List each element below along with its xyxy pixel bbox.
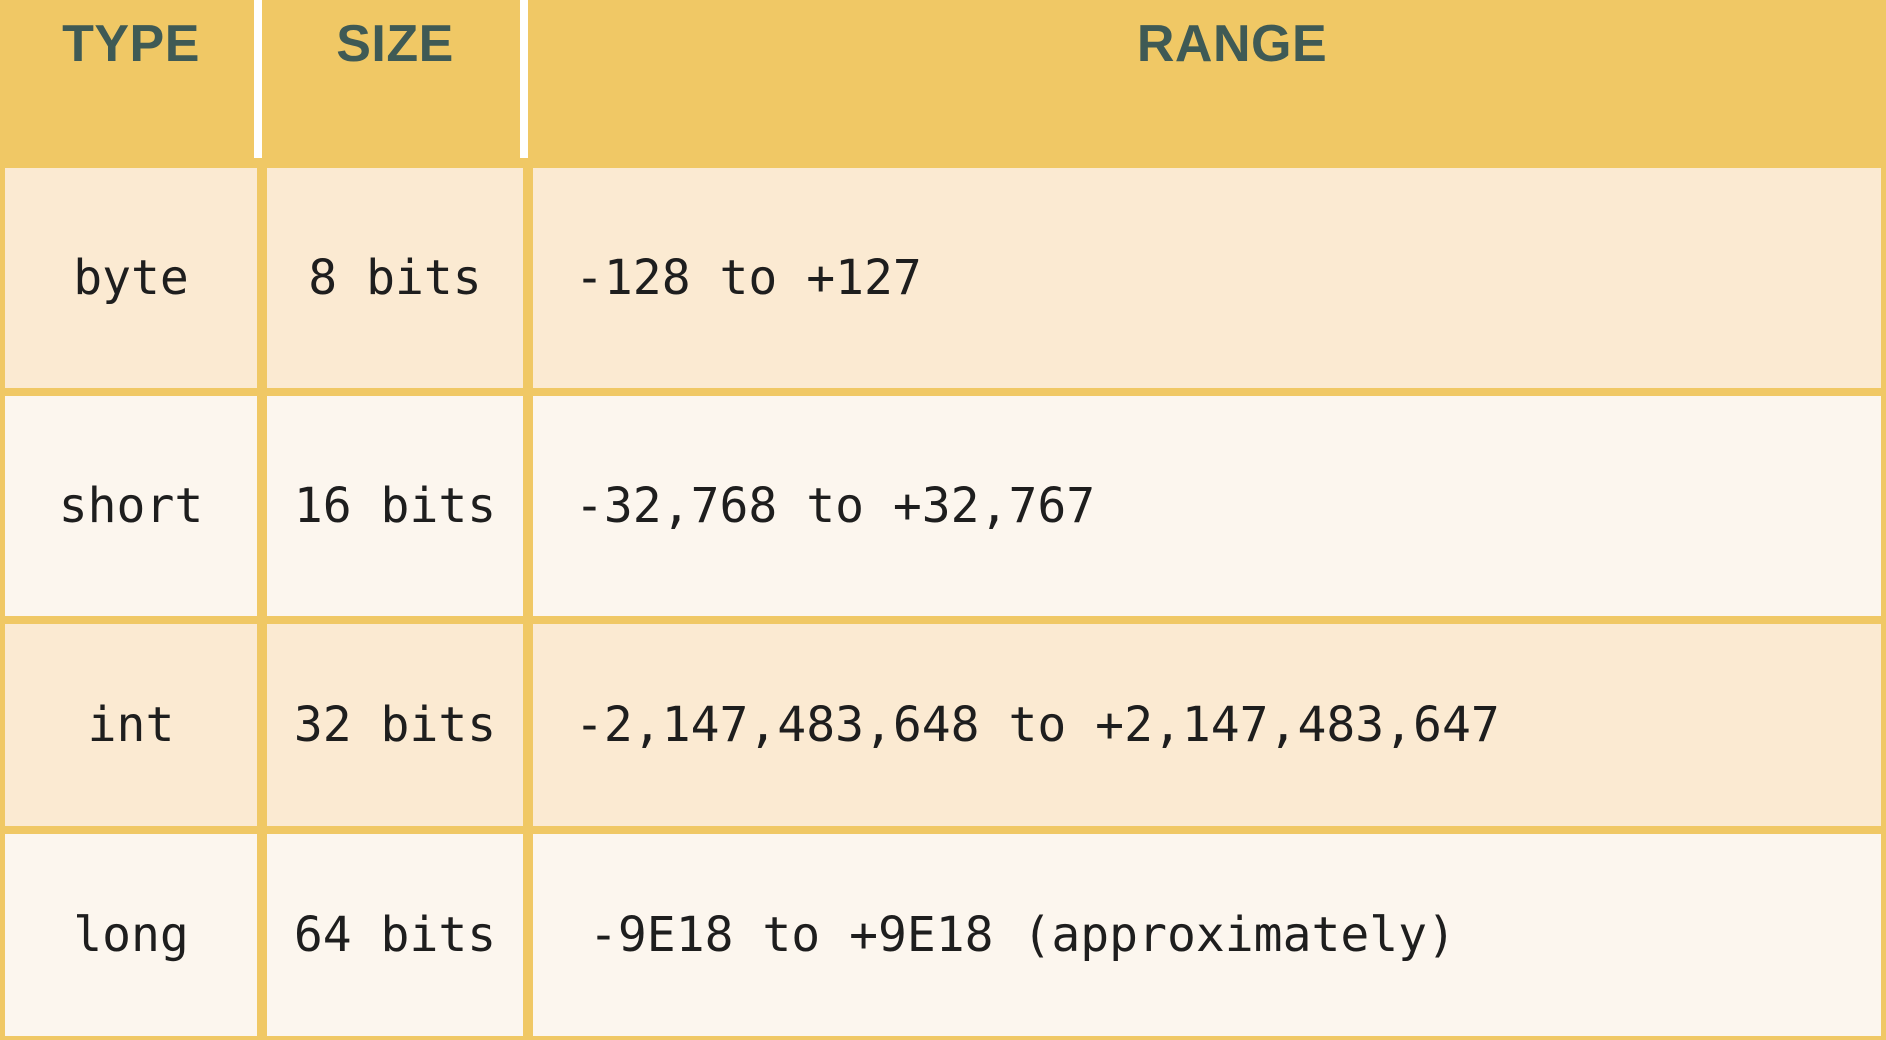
cell-range-long: -9E18 to +9E18 (approximately) xyxy=(528,830,1886,1040)
cell-type-short: short xyxy=(0,392,262,620)
cell-size-int: 32 bits xyxy=(262,620,528,830)
header-type: TYPE xyxy=(0,0,262,164)
cell-range-int: -2,147,483,648 to +2,147,483,647 xyxy=(528,620,1886,830)
cell-size-short: 16 bits xyxy=(262,392,528,620)
cell-size-byte: 8 bits xyxy=(262,164,528,392)
cell-type-byte: byte xyxy=(0,164,262,392)
cell-type-int: int xyxy=(0,620,262,830)
cell-range-byte: -128 to +127 xyxy=(528,164,1886,392)
header-range: RANGE xyxy=(528,0,1886,164)
cell-size-long: 64 bits xyxy=(262,830,528,1040)
cell-range-short: -32,768 to +32,767 xyxy=(528,392,1886,620)
header-size: SIZE xyxy=(262,0,528,164)
cell-type-long: long xyxy=(0,830,262,1040)
